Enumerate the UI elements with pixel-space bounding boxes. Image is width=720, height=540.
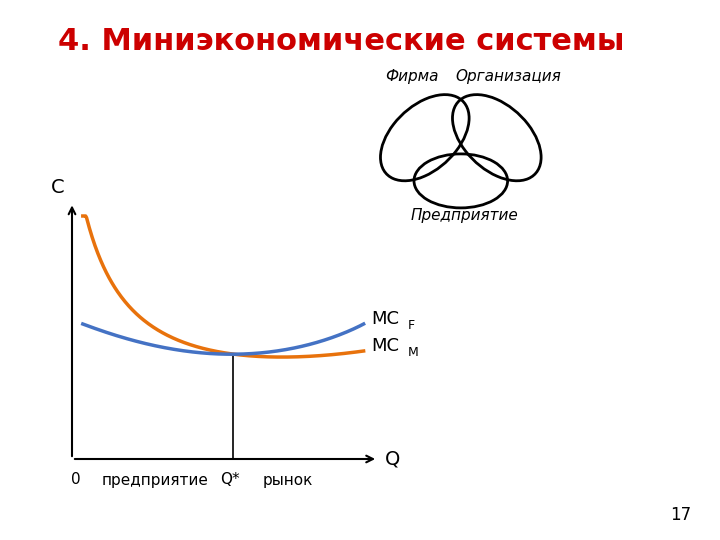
Text: рынок: рынок: [263, 472, 313, 488]
Text: Предприятие: Предприятие: [410, 208, 518, 223]
Text: 4. Миниэкономические системы: 4. Миниэкономические системы: [58, 27, 624, 56]
Text: 17: 17: [670, 506, 691, 524]
Text: М: М: [408, 346, 419, 359]
Text: Q*: Q*: [220, 472, 240, 488]
Text: 0: 0: [71, 472, 81, 488]
Text: Организация: Организация: [456, 69, 562, 84]
Text: С: С: [51, 178, 64, 197]
Text: Q: Q: [385, 449, 400, 469]
Text: MC: MC: [371, 309, 399, 328]
Text: предприятие: предприятие: [102, 472, 208, 488]
Text: MC: MC: [371, 336, 399, 355]
Text: Фирма: Фирма: [385, 69, 438, 84]
Text: F: F: [408, 319, 415, 332]
